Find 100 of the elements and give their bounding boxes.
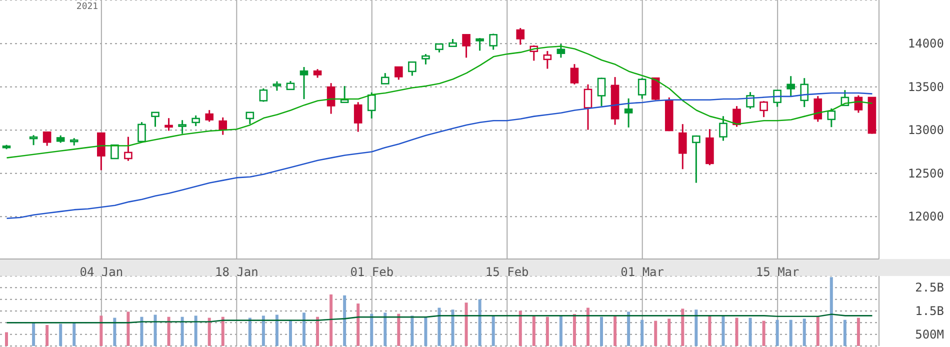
bar: [843, 320, 846, 346]
candlestick: [408, 61, 416, 77]
bar: [789, 320, 792, 346]
bar: [5, 332, 8, 346]
candlestick: [827, 108, 836, 128]
bar: [180, 316, 184, 346]
y-tick-label: 2.5B: [915, 280, 944, 295]
bar: [194, 316, 198, 346]
bar: [492, 316, 495, 346]
candlestick: [124, 136, 132, 162]
bar: [72, 322, 76, 346]
bar: [464, 302, 468, 346]
candlestick: [326, 82, 336, 115]
candlestick: [773, 90, 782, 108]
y-tick-label: 14000: [908, 36, 944, 51]
candlestick: [246, 112, 254, 125]
candlestick: [462, 34, 470, 58]
bar: [275, 314, 278, 346]
bar: [748, 318, 752, 346]
x-tick-label: 15 Feb: [485, 265, 529, 279]
bar: [288, 320, 292, 346]
candlestick: [489, 32, 498, 50]
bar: [208, 318, 211, 346]
bar: [586, 308, 590, 346]
bar: [59, 324, 62, 346]
bar: [681, 308, 684, 346]
candlestick: [110, 144, 119, 160]
bar: [302, 312, 306, 346]
bar: [722, 316, 725, 346]
bar: [438, 308, 441, 346]
bar: [370, 314, 374, 346]
bar: [356, 304, 360, 346]
candlestick: [367, 92, 376, 120]
candlestick: [516, 27, 525, 46]
bar: [316, 316, 320, 346]
candlestick: [259, 88, 268, 103]
candlestick: [746, 91, 754, 110]
candlestick: [205, 109, 214, 123]
y-tick-label: 13000: [908, 123, 944, 138]
candlestick: [476, 37, 484, 52]
bar: [600, 316, 604, 346]
y-tick-label: 500M: [915, 327, 944, 342]
candlestick: [732, 105, 741, 128]
bar: [410, 316, 414, 346]
candlestick: [678, 123, 687, 170]
bar: [167, 316, 170, 346]
bar: [856, 318, 860, 346]
bar: [640, 320, 644, 346]
y-tick-label: 12500: [908, 166, 944, 180]
candlestick: [354, 101, 362, 133]
bar: [140, 316, 144, 346]
bar: [100, 316, 103, 346]
candlestick: [192, 114, 200, 127]
x-tick-label: 01 Feb: [350, 265, 394, 279]
bar: [46, 325, 49, 346]
candlestick: [556, 43, 566, 58]
x-tick-label: 04 Jan: [80, 265, 124, 279]
bar: [248, 318, 252, 346]
bar: [776, 320, 779, 346]
x-tick-label: 18 Jan: [214, 265, 258, 279]
candlestick: [151, 112, 160, 128]
bar: [546, 316, 549, 346]
bar: [113, 318, 116, 346]
candlestick: [340, 85, 349, 104]
bar: [830, 277, 833, 346]
bar: [32, 322, 36, 346]
candlestick: [624, 98, 633, 128]
candlestick: [164, 117, 173, 132]
line-series: [6, 314, 873, 324]
candlestick: [719, 115, 728, 142]
bar: [559, 316, 562, 346]
candlestick: [570, 63, 579, 86]
y-tick-label: 1.5B: [915, 304, 944, 318]
bar: [627, 312, 630, 346]
candlestick: [178, 119, 186, 135]
bar: [762, 320, 766, 346]
candlestick: [543, 50, 552, 70]
bar: [694, 310, 698, 346]
candlestick: [97, 132, 106, 171]
y-tick-label: 12000: [908, 210, 944, 224]
candlestick: [29, 134, 38, 146]
bar: [654, 320, 658, 346]
bar: [384, 312, 387, 346]
candlestick: [300, 66, 308, 100]
candlestick: [42, 131, 52, 147]
bar: [816, 316, 820, 346]
candlestick: [814, 95, 822, 123]
candlestick: [138, 121, 146, 142]
bar: [532, 316, 536, 346]
bar: [221, 316, 224, 346]
candlestick: [394, 66, 403, 80]
candlestick: [380, 72, 390, 84]
bar: [572, 314, 576, 346]
candlestick: [422, 53, 430, 66]
line-series: [6, 46, 873, 158]
bar: [397, 314, 400, 346]
candlestick: [218, 116, 228, 136]
candlestick: [760, 100, 768, 118]
bar: [802, 318, 806, 346]
bar: [262, 316, 265, 346]
